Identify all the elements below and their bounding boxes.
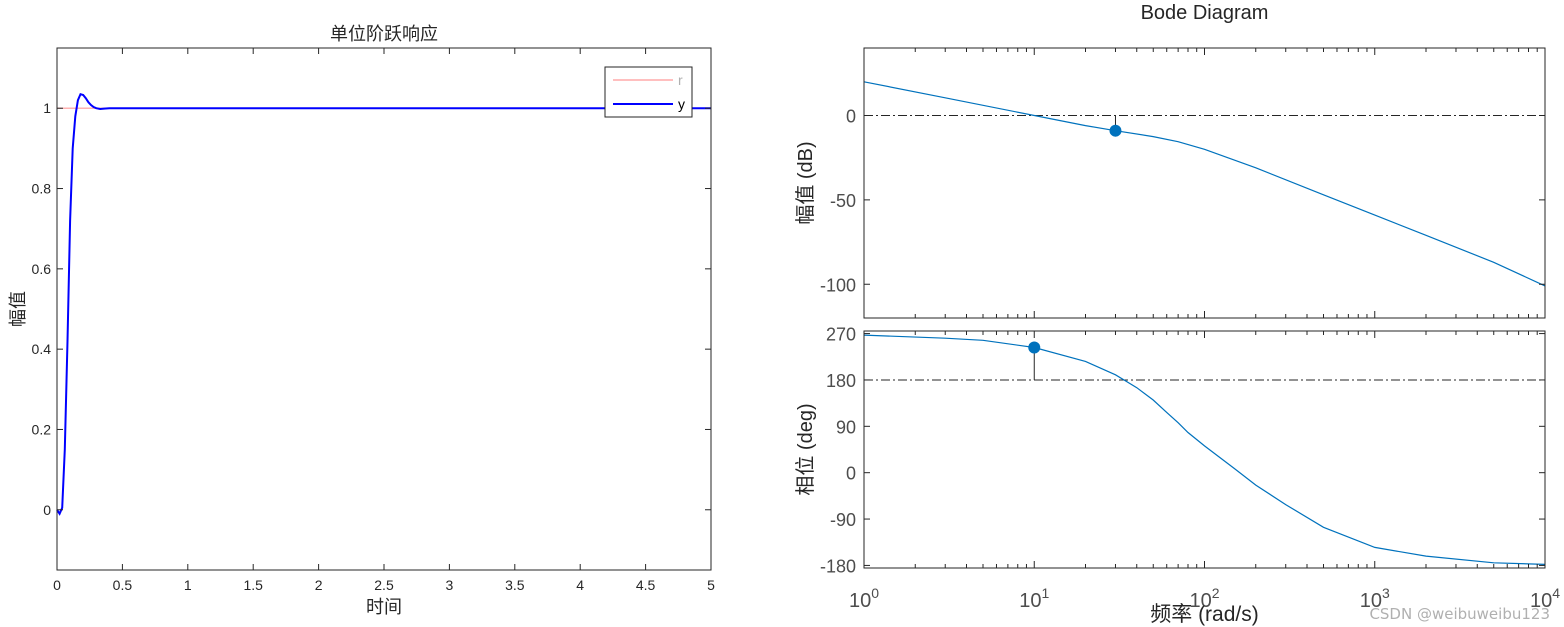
y-axis-label: 相位 (deg) xyxy=(794,403,817,495)
y-tick-label: 1 xyxy=(43,100,51,116)
magnitude-panel: 0 -50 -100 幅值 (dB) xyxy=(794,47,1546,319)
step-axes-box xyxy=(56,47,712,571)
bode-axes-box xyxy=(863,47,1546,319)
bode-curve xyxy=(863,334,1546,565)
legend-label-r: r xyxy=(678,72,683,88)
y-tick-label: 0.6 xyxy=(32,261,52,277)
x-tick-label: 101 xyxy=(1019,585,1049,612)
y-tick-label: 0 xyxy=(43,502,51,518)
series-line-y xyxy=(56,92,711,516)
x-tick-label: 4.5 xyxy=(636,577,656,593)
x-tick-label: 103 xyxy=(1360,585,1390,612)
y-tick-label: -180 xyxy=(820,556,856,576)
y-tick-label: 0 xyxy=(846,464,856,484)
y-tick-label: 270 xyxy=(826,325,856,345)
x-tick-label: 0 xyxy=(53,577,61,593)
x-tick-label: 104 xyxy=(1530,585,1560,612)
x-tick-label: 4 xyxy=(576,577,584,593)
y-tick-label: -100 xyxy=(820,275,856,295)
bode-chart: 0 -50 -100 幅值 (dB) 270 180 90 0 -90 -180 相位 (deg) 1… xyxy=(794,2,1560,626)
x-axis-label: 时间 xyxy=(366,597,402,617)
bode-axes-box xyxy=(863,330,1546,569)
y-tick-label: 0.2 xyxy=(32,421,52,437)
chart-title: 单位阶跃响应 xyxy=(330,24,438,44)
y-axis-label: 幅值 (dB) xyxy=(794,141,817,224)
y-tick-label: 90 xyxy=(836,417,856,437)
y-axis-label: 幅值 xyxy=(8,291,28,327)
y-tick-label: 0.4 xyxy=(32,341,52,357)
x-tick-label: 0.5 xyxy=(113,577,133,593)
legend-box xyxy=(604,66,693,118)
x-tick-label: 2 xyxy=(315,577,323,593)
y-tick-label: 0.8 xyxy=(32,181,52,197)
x-tick-label: 102 xyxy=(1189,585,1219,612)
y-tick-label: 180 xyxy=(826,371,856,391)
margin-marker xyxy=(1028,341,1041,354)
legend-label-y: y xyxy=(678,96,685,112)
x-tick-label: 100 xyxy=(849,585,879,612)
phase-panel: 270 180 90 0 -90 -180 相位 (deg) xyxy=(794,325,1546,576)
y-tick-label: 0 xyxy=(846,107,856,127)
watermark: CSDN @weibuweibu123 xyxy=(1369,605,1550,623)
x-tick-label: 1 xyxy=(184,577,192,593)
bode-x-axis-label: 频率 (rad/s) xyxy=(1150,603,1259,626)
x-tick-label: 5 xyxy=(707,577,715,593)
margin-marker xyxy=(1109,124,1122,137)
y-tick-label: -50 xyxy=(830,191,856,211)
x-tick-label: 1.5 xyxy=(243,577,263,593)
x-tick-label: 3.5 xyxy=(505,577,525,593)
x-tick-label: 3 xyxy=(446,577,454,593)
step-chart: 0 0.5 1 1.5 2 2.5 3 3.5 4 4.5 5 0 0.2 0.4 0.6 0.8 1 单位阶跃响… xyxy=(8,24,715,617)
bode-curve xyxy=(863,81,1546,287)
x-tick-label: 2.5 xyxy=(374,577,394,593)
y-tick-label: -90 xyxy=(830,510,856,530)
bode-title: Bode Diagram xyxy=(1141,2,1269,24)
